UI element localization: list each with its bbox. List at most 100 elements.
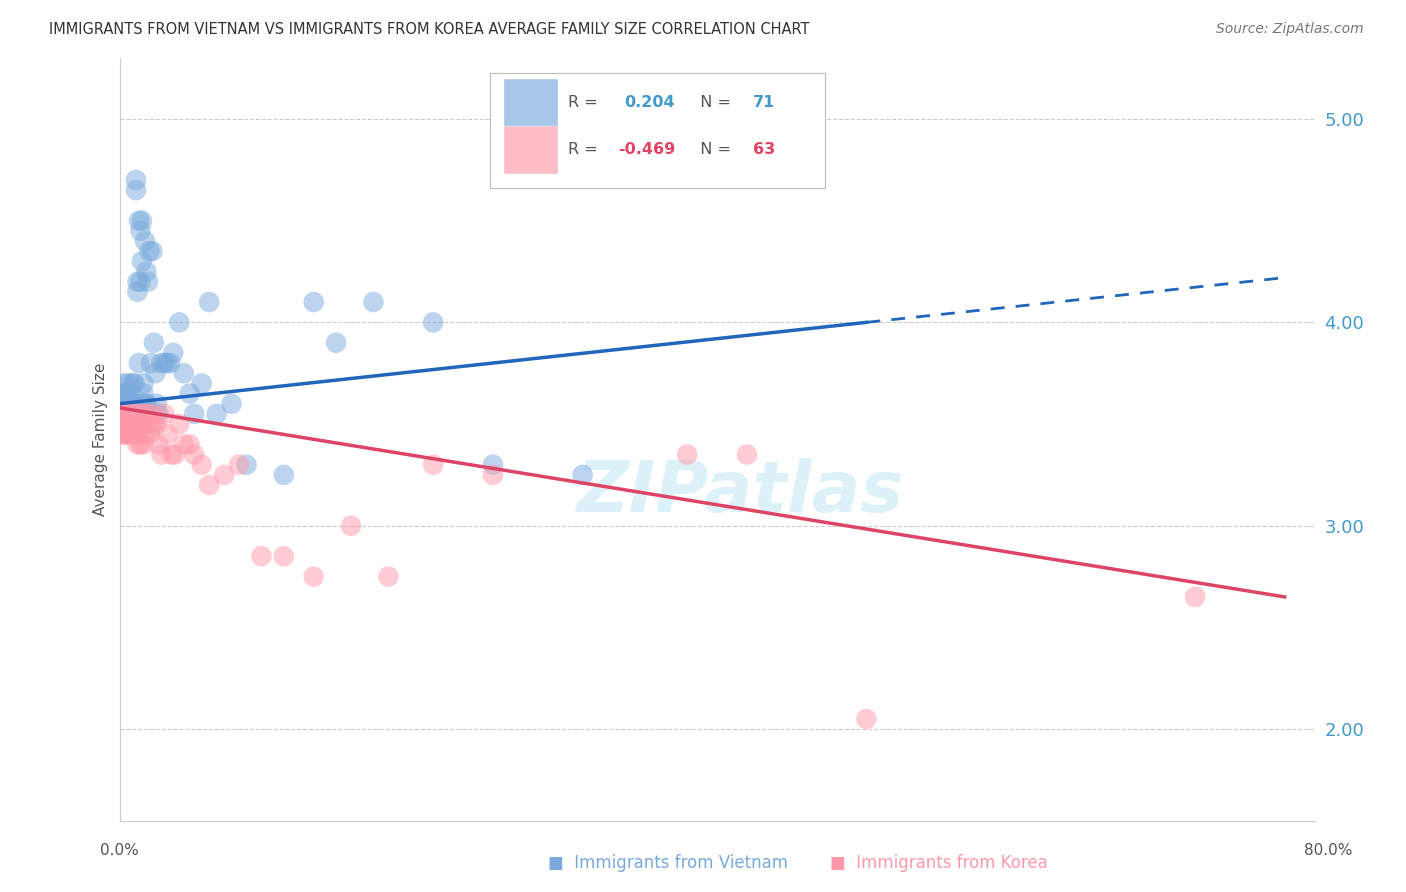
Point (114, 427, 136, 442)
Point (122, 407, 145, 421)
Point (128, 427, 150, 442)
Text: 63: 63 (754, 142, 775, 157)
Point (273, 467, 295, 482)
Point (124, 427, 146, 442)
Point (482, 467, 505, 482)
Point (129, 275, 152, 289)
Point (340, 518, 363, 533)
Point (146, 397, 169, 411)
Point (124, 407, 146, 421)
Point (235, 458, 257, 472)
Point (153, 356, 176, 370)
Point (114, 386, 136, 401)
Text: 71: 71 (754, 95, 775, 110)
Point (132, 376, 155, 391)
Point (325, 335, 347, 350)
Point (117, 376, 139, 391)
Point (129, 437, 152, 451)
Point (363, 295, 385, 310)
Point (124, 397, 146, 411)
Point (115, 417, 138, 431)
Point (173, 366, 195, 380)
Point (122, 407, 145, 421)
Point (183, 407, 205, 421)
Text: -0.469: -0.469 (617, 142, 675, 157)
Point (117, 397, 139, 411)
Point (136, 275, 159, 289)
Text: Source: ZipAtlas.com: Source: ZipAtlas.com (1216, 22, 1364, 37)
Point (127, 275, 149, 289)
Point (163, 448, 186, 462)
Point (118, 407, 141, 421)
Point (169, 417, 191, 431)
Point (134, 234, 156, 248)
Point (138, 427, 160, 442)
Point (117, 417, 139, 431)
Text: ZIPatlas: ZIPatlas (578, 458, 904, 527)
Point (121, 407, 143, 421)
Point (124, 417, 146, 431)
Point (134, 427, 156, 442)
Point (273, 549, 295, 564)
FancyBboxPatch shape (505, 79, 557, 126)
Point (115, 407, 138, 421)
Point (132, 437, 155, 451)
Point (146, 417, 169, 431)
Point (114, 407, 136, 421)
Point (121, 417, 143, 431)
Point (122, 397, 145, 411)
Point (112, 417, 135, 431)
Point (855, 712, 877, 726)
Point (114, 407, 136, 421)
Point (190, 376, 212, 391)
Point (482, 458, 505, 472)
Text: IMMIGRANTS FROM VIETNAM VS IMMIGRANTS FROM KOREA AVERAGE FAMILY SIZE CORRELATION: IMMIGRANTS FROM VIETNAM VS IMMIGRANTS FR… (49, 22, 810, 37)
Point (131, 407, 153, 421)
Point (198, 478, 221, 492)
Point (141, 407, 163, 421)
Point (127, 437, 149, 451)
Point (111, 386, 134, 401)
Point (111, 407, 134, 421)
Point (118, 417, 141, 431)
Point (118, 407, 141, 421)
Point (142, 417, 165, 431)
Point (128, 356, 150, 370)
FancyBboxPatch shape (491, 73, 825, 187)
Point (205, 407, 228, 421)
Point (676, 448, 699, 462)
Point (148, 437, 170, 451)
Point (135, 397, 157, 411)
Point (145, 366, 166, 380)
Point (190, 458, 212, 472)
Point (131, 417, 153, 431)
Point (110, 417, 132, 431)
Point (377, 569, 399, 583)
Point (571, 467, 593, 482)
Point (115, 407, 138, 421)
Point (117, 427, 139, 442)
Point (121, 397, 143, 411)
Point (228, 458, 250, 472)
Point (124, 376, 146, 391)
Point (139, 356, 162, 370)
Point (735, 448, 758, 462)
Text: 80.0%: 80.0% (1305, 843, 1353, 858)
Point (159, 356, 181, 370)
Point (302, 295, 325, 310)
Point (162, 346, 184, 360)
Point (112, 376, 135, 391)
Point (110, 407, 132, 421)
Text: 0.204: 0.204 (624, 95, 675, 110)
Point (115, 427, 138, 442)
Point (153, 407, 176, 421)
Point (212, 467, 235, 482)
Point (111, 397, 134, 411)
Point (125, 173, 148, 187)
Point (422, 315, 444, 329)
Y-axis label: Average Family Size: Average Family Size (93, 363, 108, 516)
Point (160, 448, 183, 462)
Text: R =: R = (568, 142, 603, 157)
Point (138, 244, 160, 259)
Text: ■  Immigrants from Korea: ■ Immigrants from Korea (830, 855, 1047, 872)
